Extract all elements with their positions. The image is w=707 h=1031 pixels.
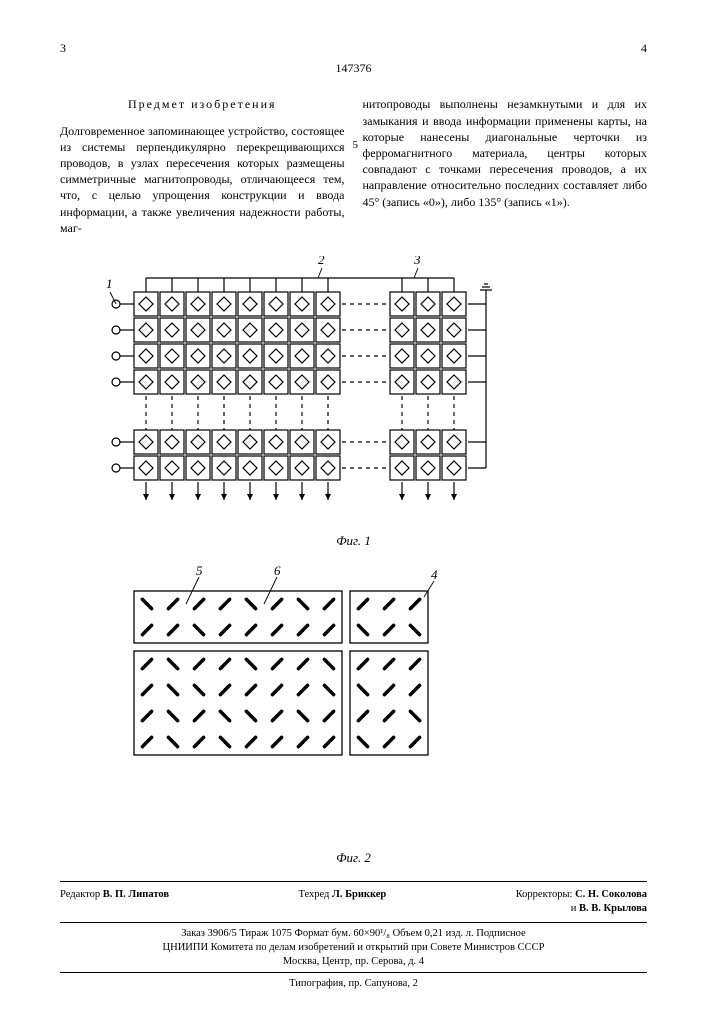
- svg-text:2: 2: [318, 256, 325, 267]
- figure-1: 1 2 3: [94, 256, 614, 526]
- techred: Техред Л. Бриккер: [298, 888, 386, 916]
- page-left: 3: [60, 40, 66, 56]
- svg-text:4: 4: [431, 567, 438, 582]
- printer: Типография, пр. Сапунова, 2: [60, 972, 647, 991]
- editor: Редактор В. П. Липатов: [60, 888, 169, 916]
- fig1-caption: Фиг. 1: [60, 532, 647, 550]
- doc-number: 147376: [60, 60, 647, 76]
- correctors: Корректоры: С. Н. Соколова и В. В. Крыло…: [516, 888, 647, 916]
- right-paragraph: нитопроводы выполнены незамкнутыми и для…: [363, 96, 648, 209]
- svg-text:3: 3: [413, 256, 421, 267]
- left-column: Предмет изобретения Долговременное запом…: [60, 96, 345, 236]
- text-columns: Предмет изобретения Долговременное запом…: [60, 96, 647, 236]
- claims-heading: Предмет изобретения: [60, 96, 345, 112]
- line-marker-5: 5: [353, 138, 359, 153]
- svg-text:6: 6: [274, 563, 281, 578]
- left-paragraph: Долговременное запоминающее устройство, …: [60, 123, 345, 236]
- svg-text:5: 5: [196, 563, 203, 578]
- right-column: 5 нитопроводы выполнены незамкнутыми и д…: [363, 96, 648, 236]
- fig2-caption: Фиг. 2: [60, 849, 647, 867]
- svg-text:1: 1: [106, 276, 113, 291]
- page-numbers: 3 4: [60, 40, 647, 56]
- colophon: Редактор В. П. Липатов Техред Л. Бриккер…: [60, 881, 647, 991]
- imprint: Заказ 3906/5 Тираж 1075 Формат бум. 60×9…: [60, 922, 647, 968]
- page-right: 4: [641, 40, 647, 56]
- figure-2: 5 6 4: [104, 563, 604, 843]
